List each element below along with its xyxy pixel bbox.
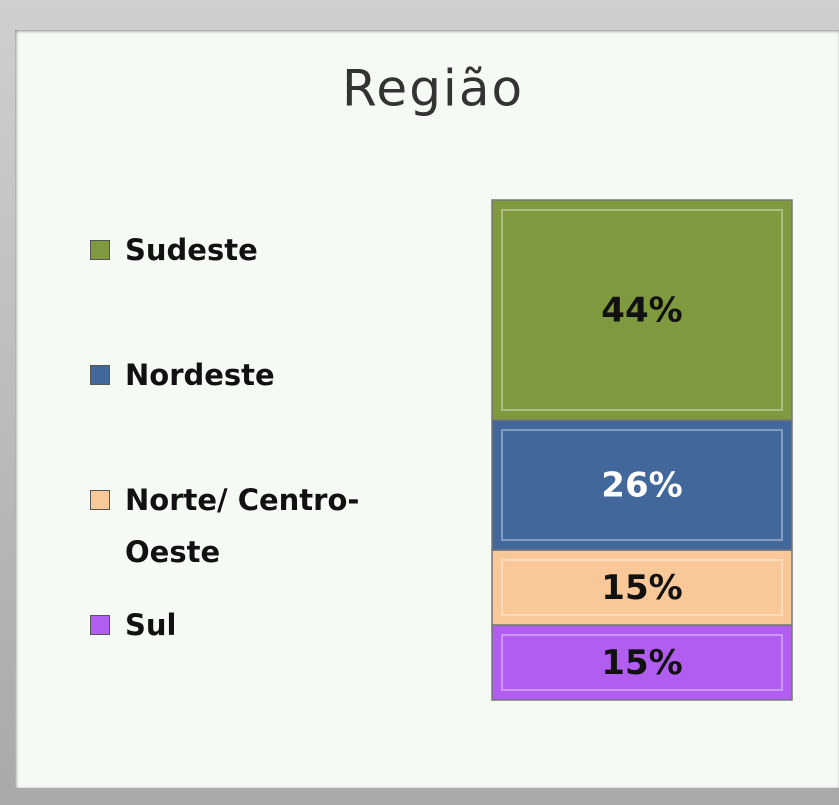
chart-title: Região: [342, 60, 524, 118]
bevel: [501, 559, 783, 616]
legend-swatch: [90, 365, 110, 385]
data-label: 26%: [601, 466, 682, 506]
bar-segment: [491, 199, 793, 421]
bevel: [501, 209, 783, 411]
bar-segment: [491, 624, 793, 701]
bevel: [501, 634, 783, 691]
data-label: 44%: [601, 291, 682, 331]
legend-swatch: [90, 615, 110, 635]
bevel: [501, 429, 783, 541]
legend-swatch: [90, 490, 110, 510]
bar-segment: [491, 419, 793, 551]
legend-label: Sul: [125, 608, 177, 642]
legend-label: Sudeste: [125, 233, 258, 267]
legend-label: Nordeste: [125, 358, 275, 392]
data-label: 15%: [601, 568, 682, 608]
legend-label: Norte/ Centro-Oeste: [125, 483, 360, 569]
bar-segment: [491, 549, 793, 626]
legend-swatch: [90, 240, 110, 260]
data-label: 15%: [601, 643, 682, 683]
